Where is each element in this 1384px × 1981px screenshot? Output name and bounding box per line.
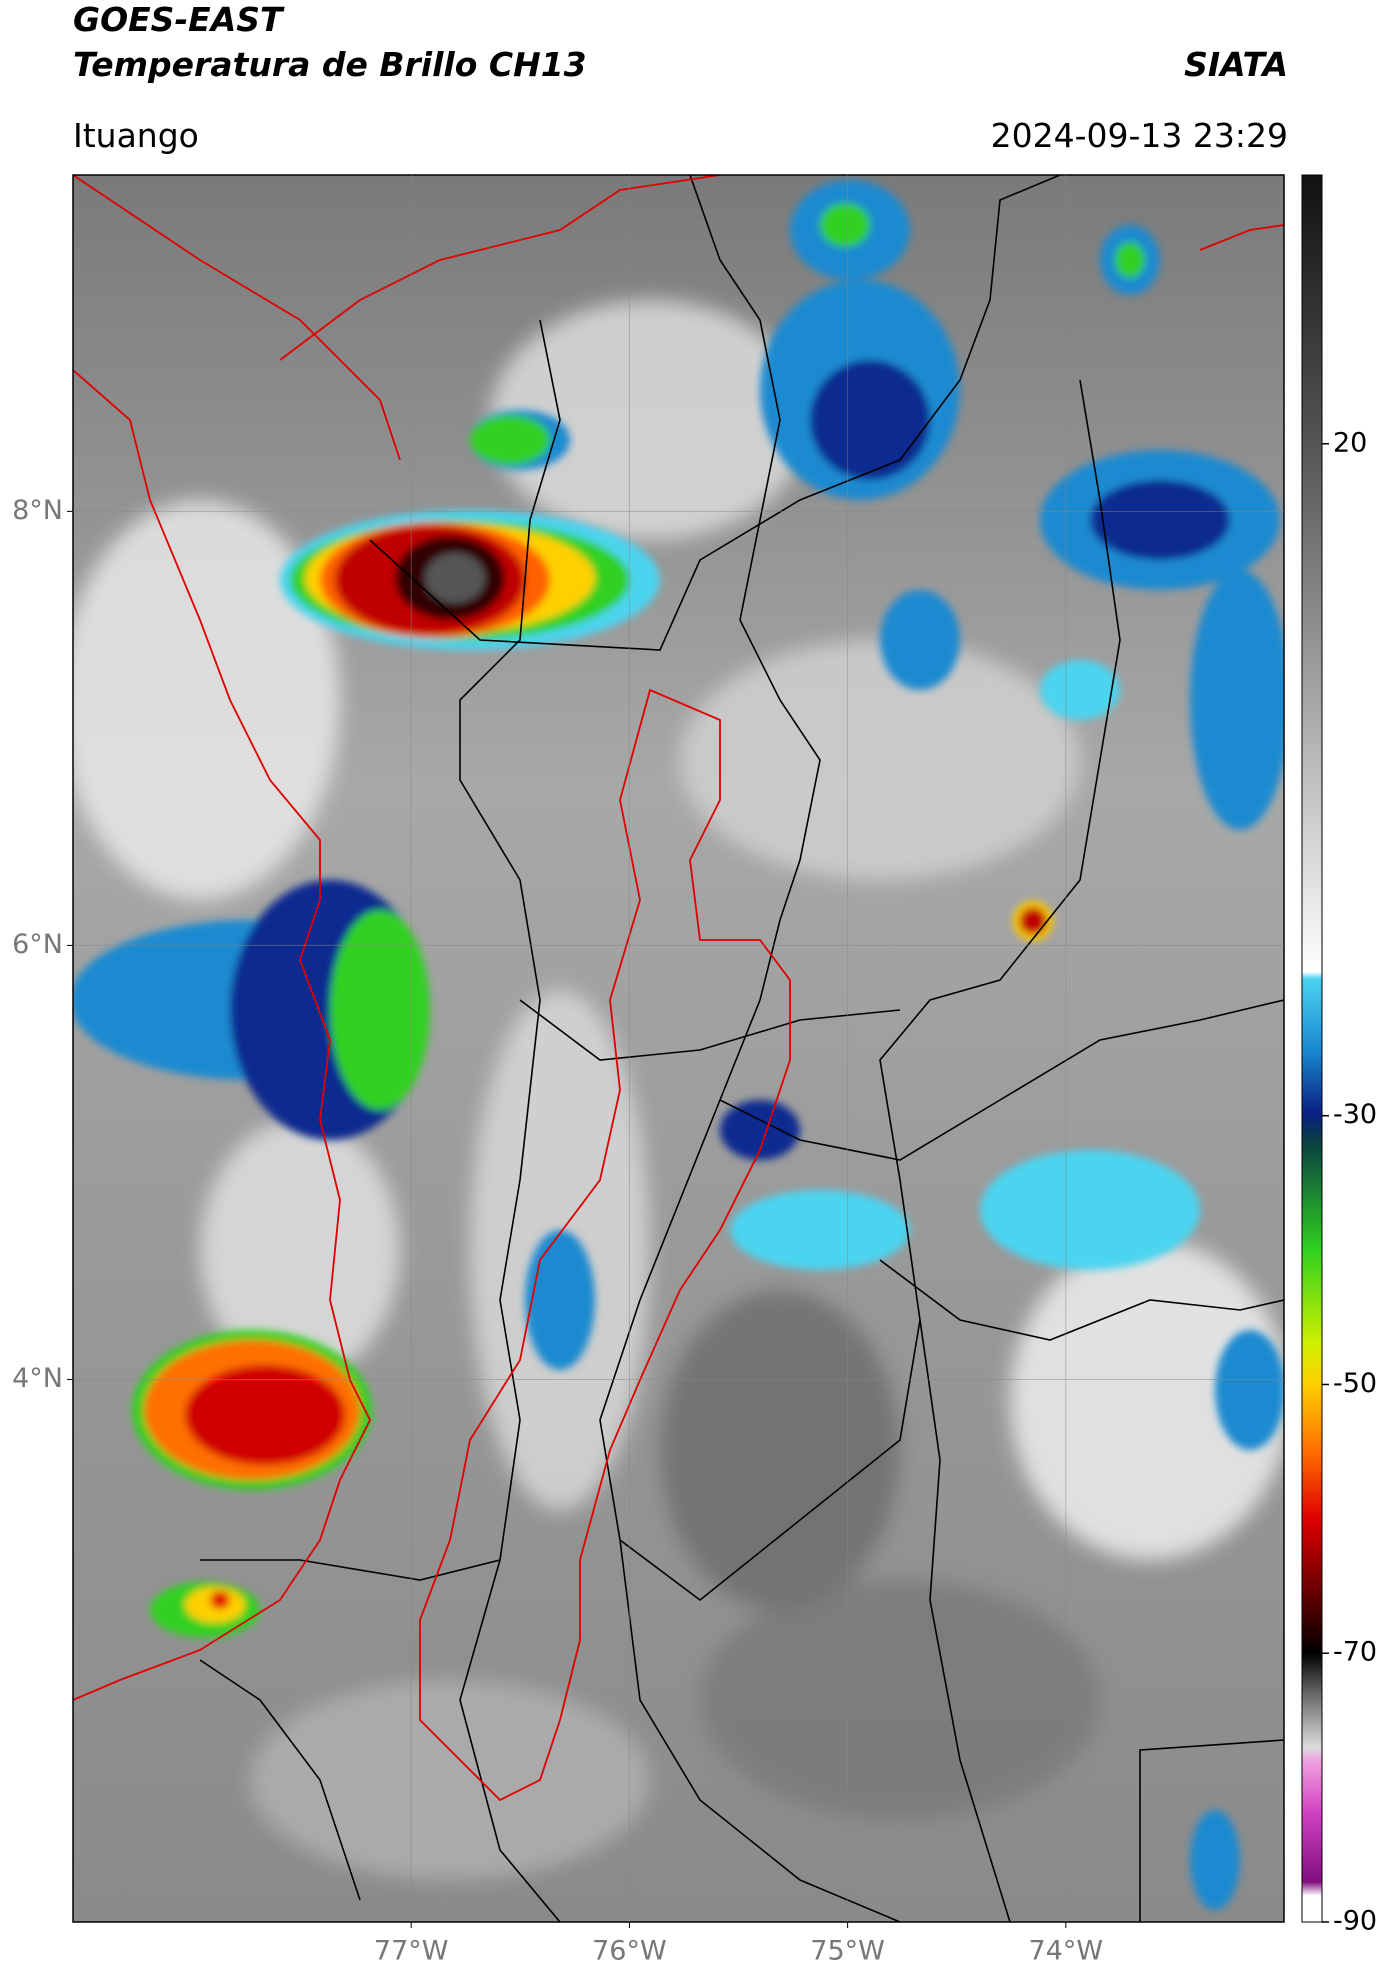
imagery (73, 175, 1284, 1922)
region: Ituango (73, 116, 199, 155)
x-tick-label: 76°W (592, 1936, 667, 1967)
colorbar-tick-label: -90 (1333, 1906, 1377, 1937)
x-tick-label: 74°W (1029, 1936, 1104, 1967)
y-tick-label: 4°N (12, 1363, 63, 1394)
colorbar-tick-label: -50 (1333, 1368, 1377, 1399)
source: SIATA (1184, 45, 1288, 84)
datetime: 2024-09-13 23:29 (990, 116, 1288, 155)
x-tick-label: 77°W (374, 1936, 449, 1967)
colorbar-tick-label: -30 (1333, 1099, 1377, 1130)
subtitle: Temperatura de Brillo CH13 (73, 45, 587, 84)
map-frame (72, 174, 1285, 1923)
x-tick-label: 75°W (810, 1936, 885, 1967)
y-tick-label: 6°N (12, 929, 63, 960)
colorbar (1301, 174, 1323, 1923)
colorbar-tick-label: 20 (1333, 427, 1367, 458)
title: GOES-EAST (73, 0, 283, 39)
y-tick-label: 8°N (12, 495, 63, 526)
colorbar-tick-label: -70 (1333, 1637, 1377, 1668)
